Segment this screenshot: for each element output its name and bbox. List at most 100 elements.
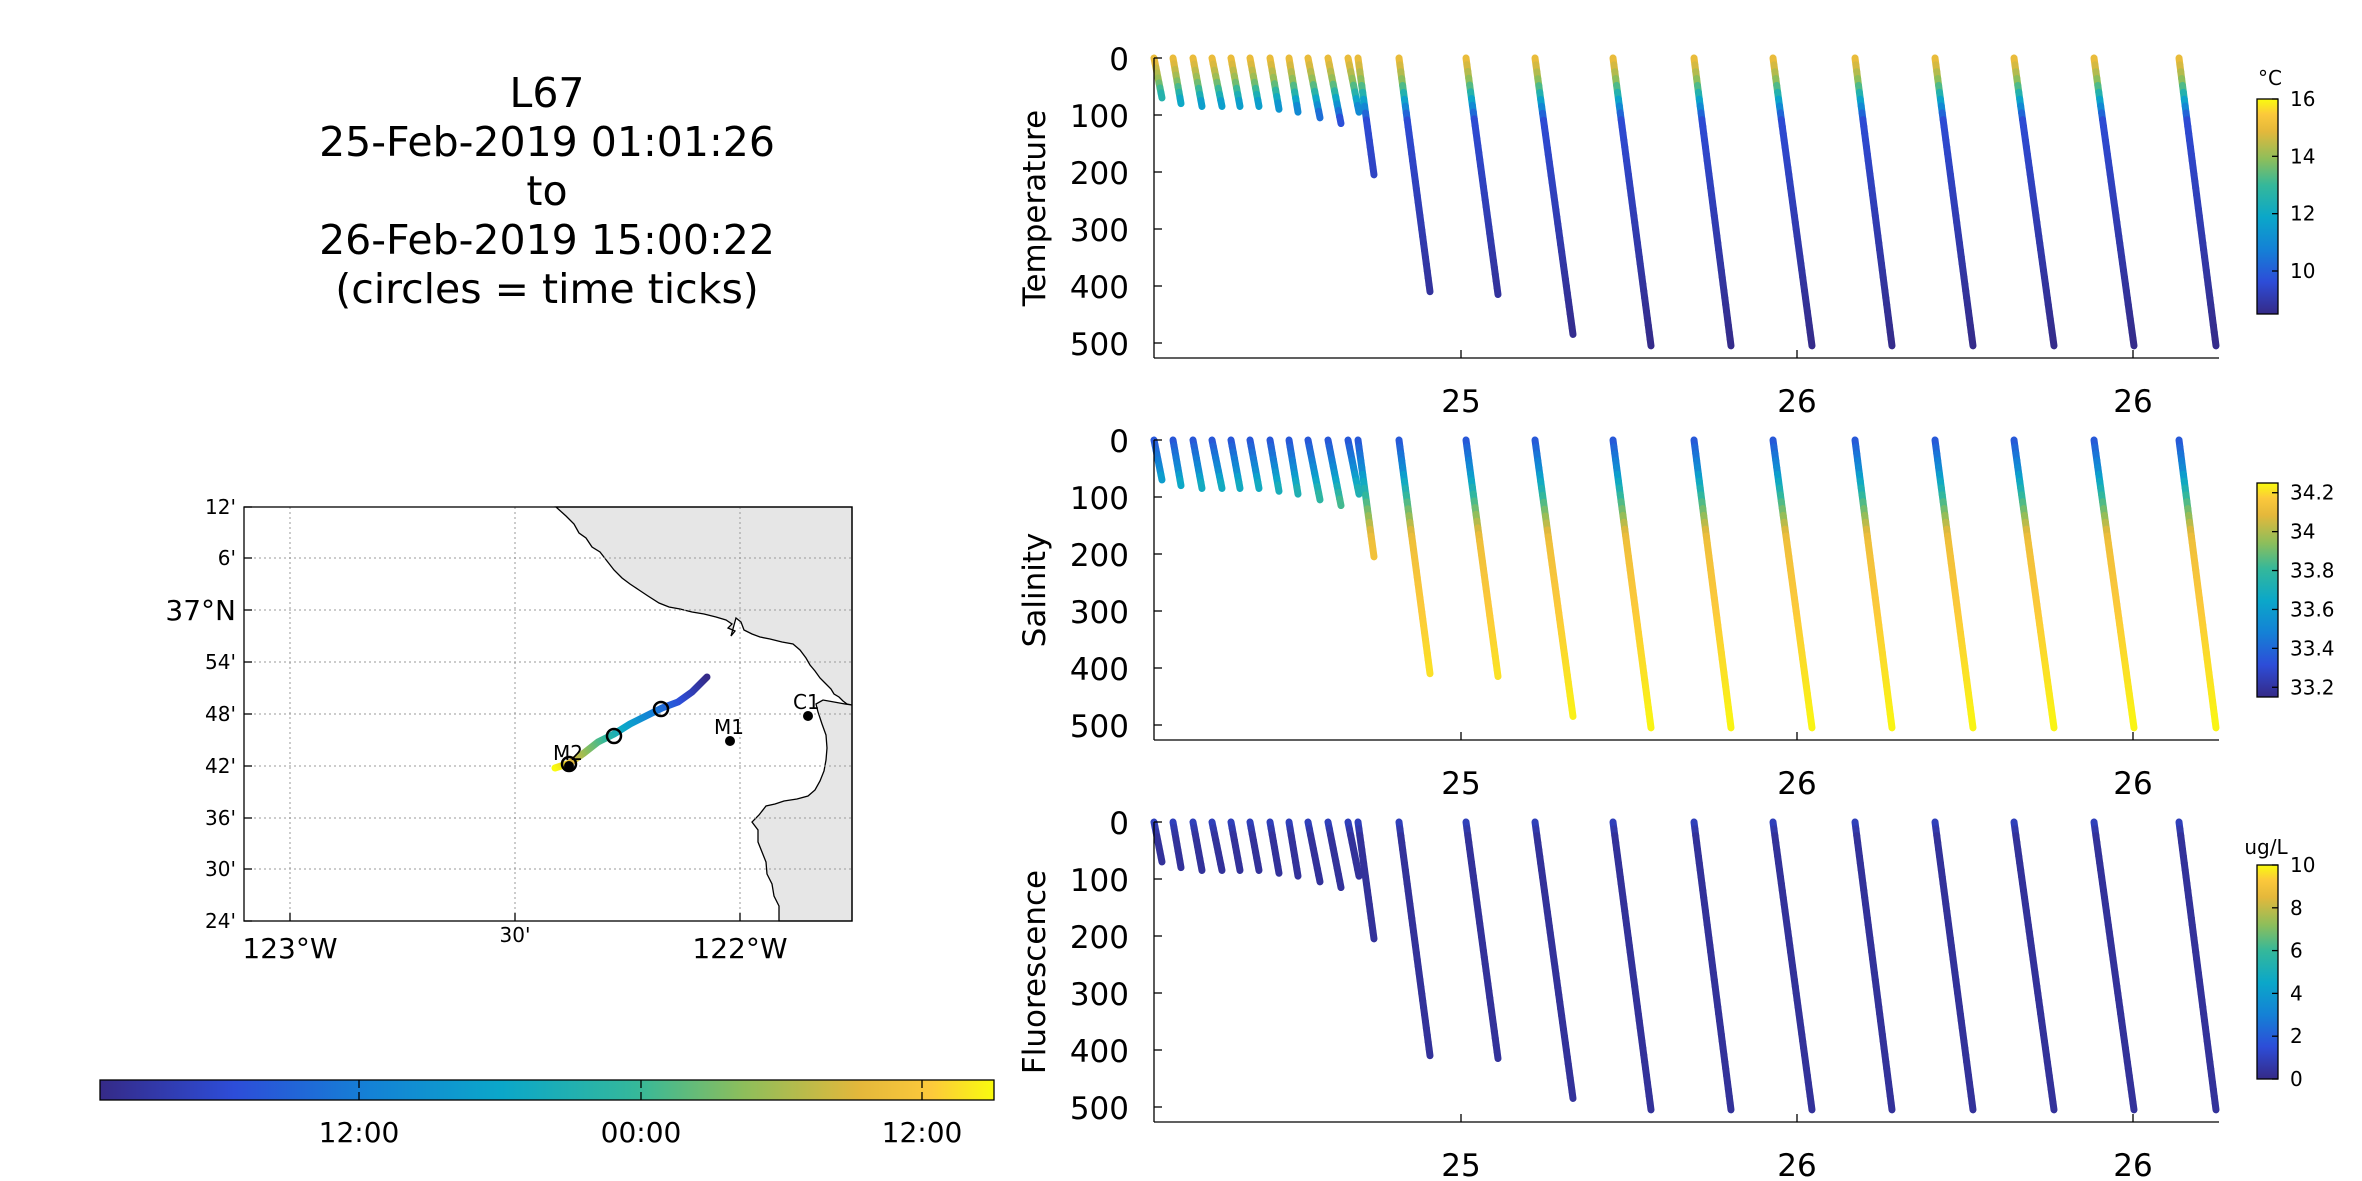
colorbar-tick-label: 34.2 <box>2290 481 2335 505</box>
fluorescence-ytick: 0 <box>1109 806 1129 842</box>
temperature-ytick: 100 <box>1070 99 1129 135</box>
fluorescence-xtick: 26 <box>1777 1148 1816 1181</box>
profile-segment <box>1425 281 1434 296</box>
profile-segment <box>2049 335 2058 350</box>
temperature-ytick-marks <box>1154 57 2134 358</box>
profile-segment <box>1315 871 1324 886</box>
salinity-xticks: 25 26 26 <box>1441 766 2152 802</box>
profile-segment <box>1217 96 1226 110</box>
fluorescence-ytick-marks <box>1154 821 2134 1122</box>
station-marker-m1 <box>725 736 735 746</box>
profile-segment <box>1726 1099 1735 1114</box>
profile-segment <box>1369 164 1378 179</box>
profile-segment <box>1887 335 1896 350</box>
fluorescence-xticks: 25 26 26 <box>1441 1148 2152 1181</box>
profile-segment <box>1274 863 1283 877</box>
profile-segment <box>1568 1088 1577 1102</box>
fluorescence-profiles <box>1150 818 2220 1114</box>
profile-segment <box>2211 717 2220 732</box>
profile-segment <box>1254 478 1263 492</box>
profile-segment <box>1217 478 1226 492</box>
profile-segment <box>1293 865 1302 880</box>
salinity-ytick-marks <box>1154 439 2134 740</box>
fluorescence-ytick: 200 <box>1070 920 1129 956</box>
profile-segment <box>1726 717 1735 732</box>
profile-segment <box>1293 101 1302 116</box>
profile-segment <box>1315 489 1324 504</box>
station-label-c1: C1 <box>793 690 820 714</box>
fluorescence-xtick: 26 <box>2113 1148 2152 1181</box>
profile-segment <box>2129 717 2138 732</box>
time-colorbar-tick: 12:00 <box>319 1116 400 1149</box>
colorbar-tick-label: 14 <box>2290 144 2315 168</box>
salinity-ytick: 0 <box>1109 424 1129 460</box>
profile-segment <box>1235 478 1244 492</box>
profile-segment <box>1807 717 1816 732</box>
profile-segment <box>1157 89 1166 102</box>
station-label-m2: M2 <box>553 741 583 765</box>
map-lat-tick: 54' <box>205 650 236 674</box>
profile-segment <box>1176 476 1185 490</box>
temperature-colorbar: °C 16 14 12 10 <box>2256 66 2315 315</box>
time-colorbar-tick: 12:00 <box>882 1116 963 1149</box>
fluorescence-colorbar-ticks: 10 8 6 4 2 0 <box>2272 853 2315 1091</box>
salinity-ytick: 300 <box>1070 595 1129 631</box>
temperature-ytick: 500 <box>1070 327 1129 363</box>
colorbar-tick-label: 16 <box>2290 87 2315 111</box>
profile-segment <box>1197 860 1206 874</box>
profile-segment <box>1235 860 1244 874</box>
title-start-time: 25-Feb-2019 01:01:26 <box>319 118 775 166</box>
salinity-panel: 0 100 200 300 400 500 25 26 26 Salinity … <box>1017 424 2335 802</box>
colorbar-tick-label: 10 <box>2290 259 2315 283</box>
glider-track <box>551 673 711 772</box>
profile-segment <box>1425 1045 1434 1060</box>
temperature-panel: 0 100 200 300 400 500 25 26 26 Temperatu… <box>1017 42 2315 420</box>
colorbar-tick-label: 33.6 <box>2290 597 2335 621</box>
map-lon-tick: 30' <box>500 923 531 947</box>
profile-segment <box>1176 94 1185 108</box>
temperature-xticks: 25 26 26 <box>1441 384 2152 420</box>
profile-segment <box>1807 335 1816 350</box>
map-tick-marks <box>244 506 741 922</box>
map-lat-tick: 6' <box>218 546 236 570</box>
temperature-ylabel: Temperature <box>1017 110 1053 307</box>
profile-segment <box>1336 877 1345 892</box>
profile-segment <box>1568 324 1577 338</box>
time-colorbar-tick: 00:00 <box>601 1116 682 1149</box>
profile-segment <box>1968 717 1977 732</box>
title-glider: L67 <box>509 69 584 117</box>
profile-segment <box>1336 495 1345 510</box>
colorbar-tick-label: 0 <box>2290 1067 2303 1091</box>
fluorescence-panel: 0 100 200 300 400 500 25 26 26 Fluoresce… <box>1017 806 2315 1181</box>
profile-segment <box>1726 335 1735 350</box>
temperature-colorbar-unit: °C <box>2258 66 2282 90</box>
colorbar-tick-label: 33.2 <box>2290 675 2335 699</box>
temperature-ytick: 200 <box>1070 156 1129 192</box>
profile-segment <box>1646 335 1655 350</box>
salinity-colorbar-gradient <box>2256 482 2279 698</box>
salinity-xtick: 25 <box>1441 766 1480 802</box>
profile-segment <box>1217 860 1226 874</box>
profile-segment <box>1887 717 1896 732</box>
profile-segment <box>1493 284 1502 299</box>
map-lat-tick: 30' <box>205 857 236 881</box>
salinity-ytick: 400 <box>1070 652 1129 688</box>
fluorescence-colorbar: ug/L 10 8 6 4 2 0 <box>2244 835 2315 1091</box>
salinity-xtick: 26 <box>1777 766 1816 802</box>
time-tick-circle <box>652 700 670 718</box>
colorbar-tick-label: 8 <box>2290 896 2303 920</box>
fluorescence-ylabel: Fluorescence <box>1017 870 1053 1074</box>
fluorescence-ytick: 400 <box>1070 1034 1129 1070</box>
temperature-xtick: 26 <box>2113 384 2152 420</box>
profile-segment <box>1646 717 1655 732</box>
map-lat-ticks: 12' 6' 37°N 54' 48' 42' 36' 30' 24' <box>165 495 236 933</box>
map-lat-tick: 42' <box>205 754 236 778</box>
profile-segment <box>1254 96 1263 110</box>
map-lat-tick: 24' <box>205 909 236 933</box>
station-marker-m2 <box>564 761 574 771</box>
salinity-yticks: 0 100 200 300 400 500 <box>1070 424 1129 745</box>
profile-segment <box>1197 96 1206 110</box>
temperature-colorbar-gradient <box>2256 98 2279 315</box>
map-lon-ticks: 123°W 30' 122°W <box>242 923 787 965</box>
